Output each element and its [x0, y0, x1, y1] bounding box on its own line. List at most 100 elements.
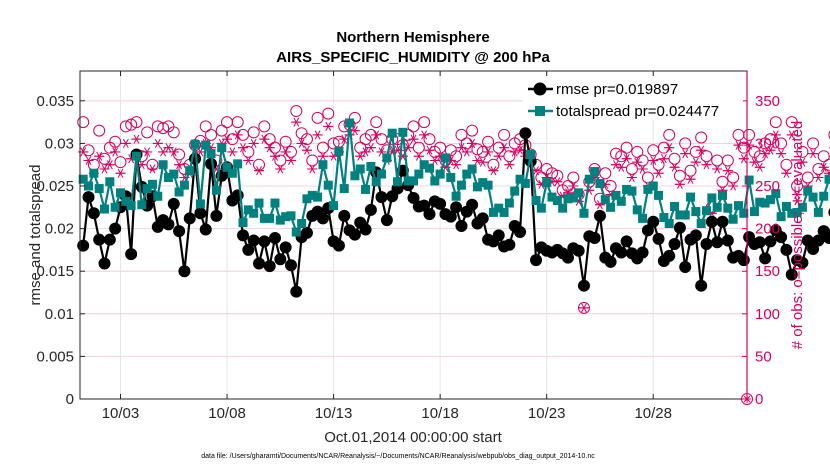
totalspread-point: [483, 180, 493, 190]
rmse-point: [348, 228, 361, 241]
rmse-point: [194, 207, 207, 220]
y-tick-label: 0.005: [36, 348, 74, 365]
rmse-point: [455, 220, 468, 233]
obs-possible-marker: [279, 135, 292, 148]
obs-possible-marker: [300, 133, 313, 146]
totalspread-point: [238, 218, 248, 228]
x-tick-label: 10/08: [208, 405, 246, 422]
obs-evaluated-marker: [813, 172, 824, 183]
obs-evaluated-marker: [238, 143, 249, 153]
obs-possible-marker: [311, 111, 324, 124]
totalspread-point: [638, 213, 648, 223]
totalspread-point: [190, 139, 200, 149]
obs-possible-marker: [407, 120, 420, 133]
totalspread-point: [355, 164, 365, 174]
obs-possible-marker: [737, 141, 750, 154]
obs-possible-marker: [242, 145, 255, 158]
obs-possible-marker: [796, 145, 809, 158]
totalspread-point: [222, 162, 232, 172]
totalspread-point: [488, 207, 498, 217]
totalspread-point: [94, 184, 104, 194]
totalspread-point: [504, 198, 514, 208]
totalspread-point: [78, 174, 88, 184]
totalspread-point: [739, 208, 749, 218]
obs-evaluated-marker: [467, 138, 478, 148]
obs-possible-marker: [327, 137, 340, 150]
totalspread-point: [803, 186, 813, 196]
rmse-point: [796, 256, 809, 269]
rmse-point: [663, 249, 676, 262]
rmse-point: [476, 212, 489, 225]
obs-possible-marker: [215, 124, 228, 137]
totalspread-point: [670, 201, 680, 211]
axes: 10/03 10/08 10/13 10/18 10/23 10/28 0 0.005 0.01…: [36, 71, 780, 422]
obs-evaluated-marker: [115, 168, 126, 178]
totalspread-point: [702, 206, 712, 216]
totalspread-point: [243, 205, 253, 215]
obs-possible-marker: [812, 162, 825, 175]
obs-possible-marker: [455, 128, 468, 141]
totalspread-point: [115, 188, 125, 198]
obs-evaluated-marker: [451, 160, 462, 170]
obs-possible-marker: [721, 154, 734, 167]
rmse-point: [274, 253, 287, 266]
totalspread-point: [281, 212, 291, 222]
obs-evaluated-marker: [248, 138, 259, 148]
totalspread-point: [195, 199, 205, 209]
totalspread-point: [89, 168, 99, 178]
totalspread-point: [648, 181, 658, 191]
obs-possible-marker: [199, 120, 212, 133]
totalspread-point: [142, 184, 152, 194]
totalspread-point: [494, 203, 504, 213]
totalspread-point: [462, 169, 472, 179]
obs-possible-marker: [130, 116, 143, 129]
rmse-point: [290, 285, 303, 298]
obs-possible-marker: [577, 301, 590, 314]
totalspread-point: [824, 174, 830, 184]
x-tick-label: 10/23: [528, 405, 566, 422]
rmse-point: [237, 229, 250, 242]
totalspread-point: [163, 172, 173, 182]
obs-evaluated-marker: [280, 147, 291, 157]
obs-possible-marker: [625, 162, 638, 175]
totalspread-point: [265, 213, 275, 223]
totalspread-point: [435, 169, 445, 179]
y-axis-label: rmse and totalspread: [27, 165, 44, 306]
obs-possible-marker: [423, 133, 436, 146]
obs-evaluated-marker: [461, 147, 472, 157]
rmse-point: [503, 238, 516, 251]
totalspread-point: [781, 201, 791, 211]
obs-possible-marker: [546, 167, 559, 180]
y-tick-label: 0.01: [45, 306, 74, 323]
obs-evaluated-marker: [680, 149, 691, 159]
obs-evaluated-marker: [259, 134, 270, 144]
obs-possible-marker: [412, 141, 425, 154]
rmse-point: [300, 226, 313, 239]
obs-possible-marker: [743, 128, 756, 141]
totalspread-point: [126, 201, 136, 211]
obs-possible-marker: [652, 158, 665, 171]
totalspread-point: [531, 195, 541, 205]
obs-evaluated-marker: [317, 151, 328, 161]
obs-evaluated-marker: [696, 145, 707, 155]
totalspread-point: [813, 207, 823, 217]
totalspread-point: [808, 192, 818, 202]
obs-possible-marker: [807, 137, 820, 150]
obs-evaluated-marker: [110, 147, 121, 157]
rmse-point: [775, 231, 788, 244]
totalspread-point: [206, 149, 216, 159]
obs-possible-marker: [450, 150, 463, 163]
obs-evaluated-marker: [493, 151, 504, 161]
obs-possible-marker: [98, 152, 111, 165]
obs-evaluated-marker: [674, 179, 685, 189]
totalspread-point: [270, 198, 280, 208]
obs-possible-marker: [689, 145, 702, 158]
obs-evaluated-marker: [269, 151, 280, 161]
obs-possible-marker: [247, 126, 260, 139]
obs-possible-marker: [119, 120, 132, 133]
x-tick-label: 10/18: [421, 405, 459, 422]
rmse-point: [263, 260, 276, 273]
rmse-point: [210, 209, 223, 222]
obs-evaluated-marker: [776, 149, 787, 159]
rmse-point: [673, 221, 686, 234]
